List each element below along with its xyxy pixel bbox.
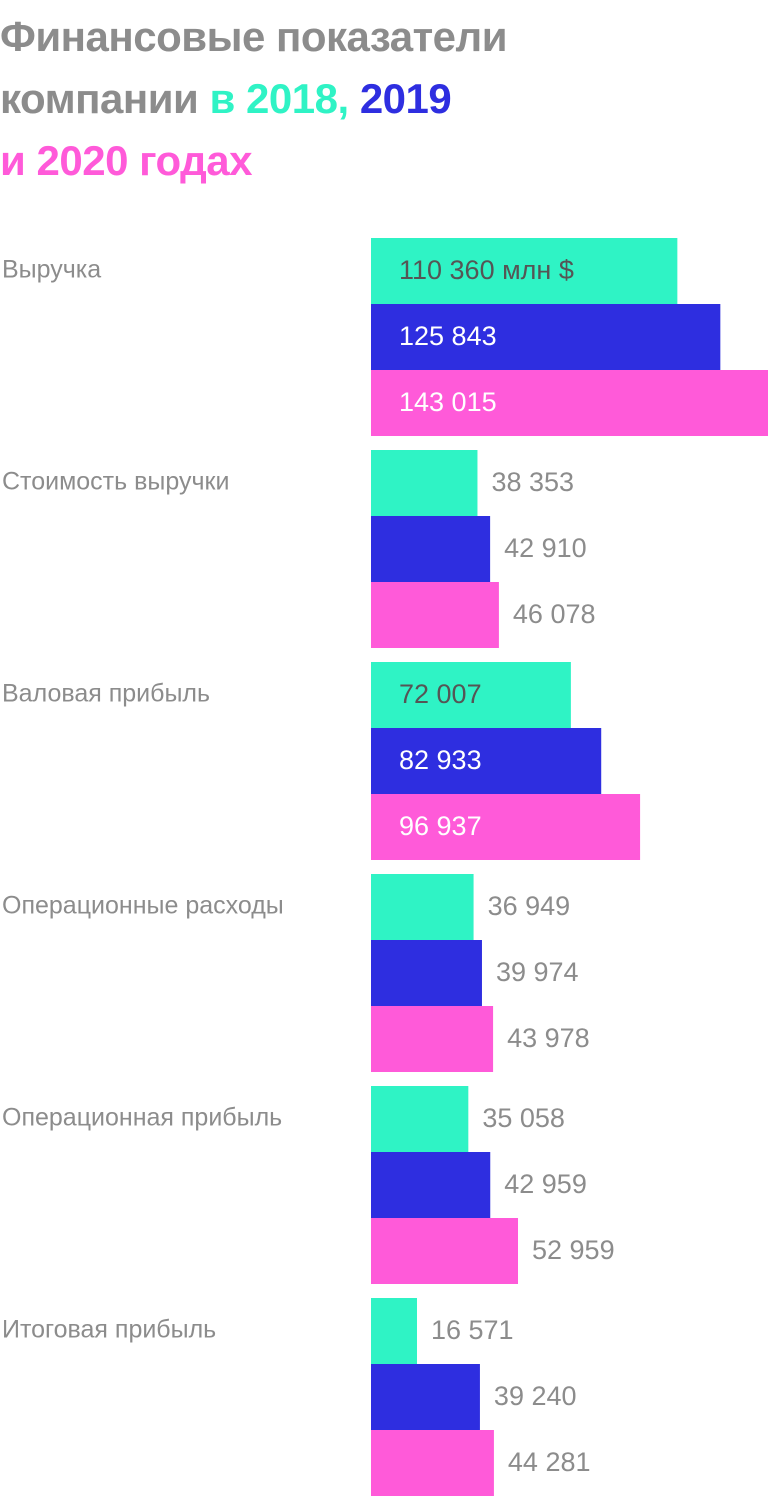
title-line2-prefix: компании (0, 75, 199, 122)
value-label: 110 360 млн $ (399, 255, 574, 285)
title-year-2020: 2020 (36, 137, 129, 184)
value-label: 82 933 (399, 745, 482, 775)
bar-2018 (371, 874, 474, 940)
value-label: 44 281 (508, 1447, 591, 1477)
bar-2020 (371, 370, 768, 436)
bar-2019 (371, 940, 482, 1006)
value-label: 42 959 (504, 1169, 587, 1199)
bar-2018 (371, 1086, 469, 1152)
value-label: 36 949 (488, 891, 571, 921)
bar-2019 (371, 304, 721, 370)
bar-2019 (371, 1364, 480, 1430)
bar-2020 (371, 1218, 519, 1284)
category-label: Операционная прибыль (2, 1104, 282, 1132)
category-label: Стоимость выручки (2, 468, 229, 496)
title-year-2018: 2018, (246, 75, 349, 122)
bar-2019 (371, 516, 491, 582)
chart-title: Финансовые показатели компании в 2018, 2… (0, 6, 508, 192)
bar-2019 (371, 728, 602, 794)
value-label: 143 015 (399, 387, 497, 417)
value-label: 42 910 (504, 533, 587, 563)
value-label: 39 240 (494, 1381, 577, 1411)
bar-2020 (371, 582, 499, 648)
value-label: 43 978 (507, 1023, 590, 1053)
title-and-word: и (0, 137, 26, 184)
value-label: 72 007 (399, 679, 482, 709)
category-label: Выручка (2, 256, 101, 284)
bar-2018 (371, 450, 478, 516)
value-label: 16 571 (431, 1315, 514, 1345)
value-label: 46 078 (513, 599, 596, 629)
title-line3-suffix: годах (139, 137, 253, 184)
value-label: 52 959 (532, 1235, 615, 1265)
bar-2020 (371, 1006, 494, 1072)
title-year-2019: 2019 (359, 75, 452, 122)
bar-2018 (371, 238, 678, 304)
category-label: Итоговая прибыль (2, 1316, 216, 1344)
title-line1: Финансовые показатели (0, 13, 508, 60)
value-label: 125 843 (399, 321, 497, 351)
category-label: Операционные расходы (2, 892, 284, 920)
bar-2019 (371, 1152, 491, 1218)
bar-2018 (371, 1298, 417, 1364)
value-label: 38 353 (491, 467, 574, 497)
value-label: 96 937 (399, 811, 482, 841)
bar-2018 (371, 662, 571, 728)
category-label: Валовая прибыль (2, 680, 210, 708)
value-label: 39 974 (496, 957, 579, 987)
bar-2020 (371, 794, 641, 860)
title-in-word: в (209, 75, 236, 122)
value-label: 35 058 (482, 1103, 565, 1133)
bar-2020 (371, 1430, 494, 1496)
